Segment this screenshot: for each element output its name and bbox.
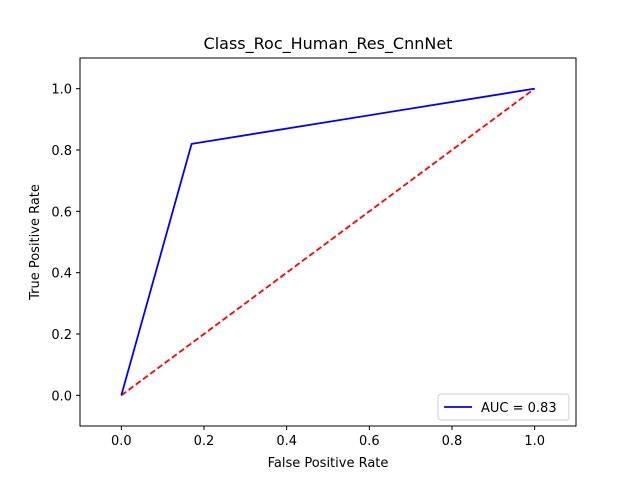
x-tick-label: 0.0	[111, 434, 132, 449]
legend-box	[437, 393, 570, 421]
y-tick-label: 0.4	[51, 267, 72, 282]
x-tick-label: 0.6	[359, 434, 380, 449]
x-tick-label: 0.8	[442, 434, 463, 449]
roc-curve-line	[120, 87, 535, 396]
x-axis-label: False Positive Rate	[268, 456, 389, 471]
x-tick-label: 1.0	[524, 434, 545, 449]
y-tick-label: 0.8	[51, 144, 72, 159]
chance-diagonal-line	[120, 87, 536, 397]
y-tick-label: 0.0	[51, 389, 72, 404]
chart-title: Class_Roc_Human_Res_CnnNet	[204, 34, 453, 54]
y-tick-label: 1.0	[51, 83, 72, 98]
y-axis-label: True Positive Rate	[28, 184, 43, 301]
x-tick-label: 0.2	[194, 434, 215, 449]
x-tick-label: 0.4	[276, 434, 297, 449]
x-axis-ticks: 0.0 0.2 0.4 0.6 0.8 1.0	[111, 426, 545, 449]
y-axis-ticks: 0.0 0.2 0.4 0.6 0.8 1.0	[51, 83, 80, 404]
plot-frame	[79, 57, 577, 427]
series-layer	[120, 87, 536, 397]
legend: AUC = 0.83	[437, 393, 570, 421]
y-tick-label: 0.2	[51, 328, 72, 343]
y-tick-label: 0.6	[51, 205, 72, 220]
legend-label: AUC = 0.83	[481, 401, 557, 416]
